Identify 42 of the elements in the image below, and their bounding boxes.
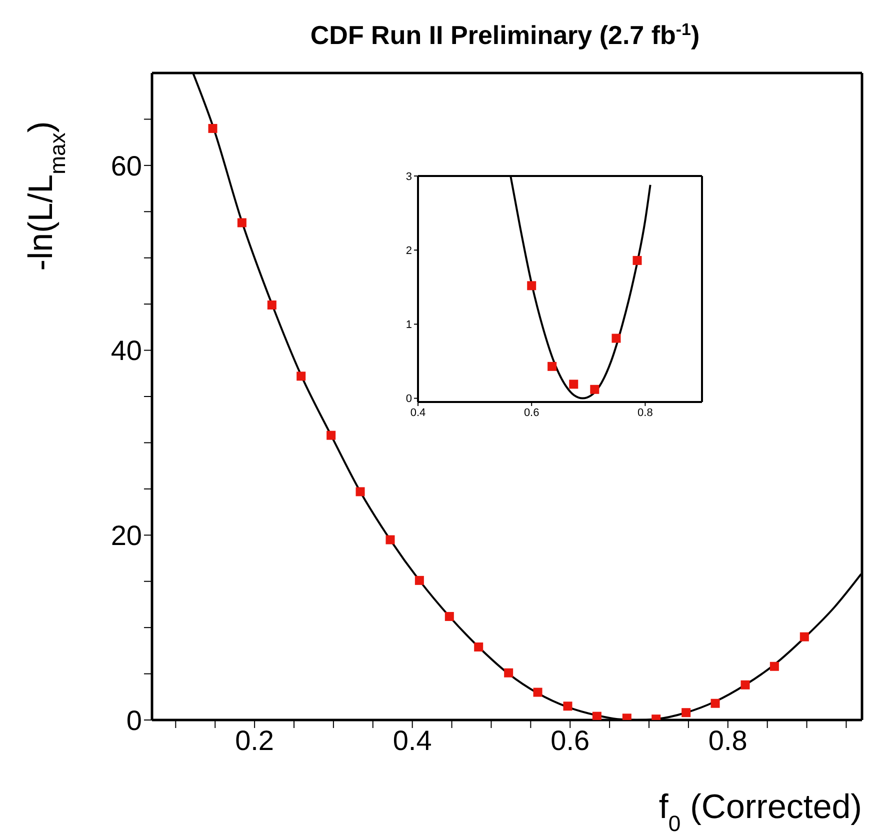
point: [527, 281, 536, 290]
point: [208, 124, 218, 133]
x-tick-label: 0.8: [638, 406, 653, 419]
x-tick-label: 0.6: [550, 724, 590, 756]
point: [414, 576, 424, 585]
point: [590, 384, 600, 394]
point: [563, 702, 572, 711]
point: [569, 380, 578, 389]
x-axis-title: f$_{0}$ (Corrected): [658, 788, 862, 836]
x-tick-label: 0.4: [410, 406, 426, 419]
y-tick-label: 3: [406, 170, 412, 183]
point: [386, 535, 395, 544]
y-tick-label: 0: [406, 393, 412, 406]
y-tick-label: 2: [406, 245, 412, 258]
point: [237, 218, 246, 228]
point: [267, 300, 276, 310]
point: [592, 712, 602, 720]
y-tick-label: 1: [406, 319, 412, 332]
x-tick-label: 0.6: [524, 406, 540, 419]
y-tick-label: 40: [110, 335, 142, 366]
point: [800, 632, 809, 642]
point: [296, 372, 306, 381]
point: [740, 680, 750, 690]
point: [612, 334, 621, 343]
point: [548, 362, 557, 371]
point: [632, 256, 642, 265]
point: [444, 612, 454, 621]
y-tick-label: 0: [126, 704, 142, 736]
point: [682, 708, 691, 718]
point: [474, 642, 484, 652]
point: [770, 662, 779, 671]
x-tick-label: 0.4: [392, 724, 432, 756]
point: [710, 698, 720, 708]
chart-title: CDF Run II Preliminary (2.7 fb$^{-1}$): [310, 20, 700, 50]
point: [356, 487, 365, 496]
y-tick-label: 20: [110, 520, 142, 552]
x-tick-label: 0.8: [708, 724, 748, 756]
y-tick-label: 60: [110, 150, 142, 182]
point: [504, 668, 514, 678]
x-tick-label: 0.2: [235, 724, 274, 756]
point: [533, 688, 542, 697]
point: [326, 430, 336, 440]
